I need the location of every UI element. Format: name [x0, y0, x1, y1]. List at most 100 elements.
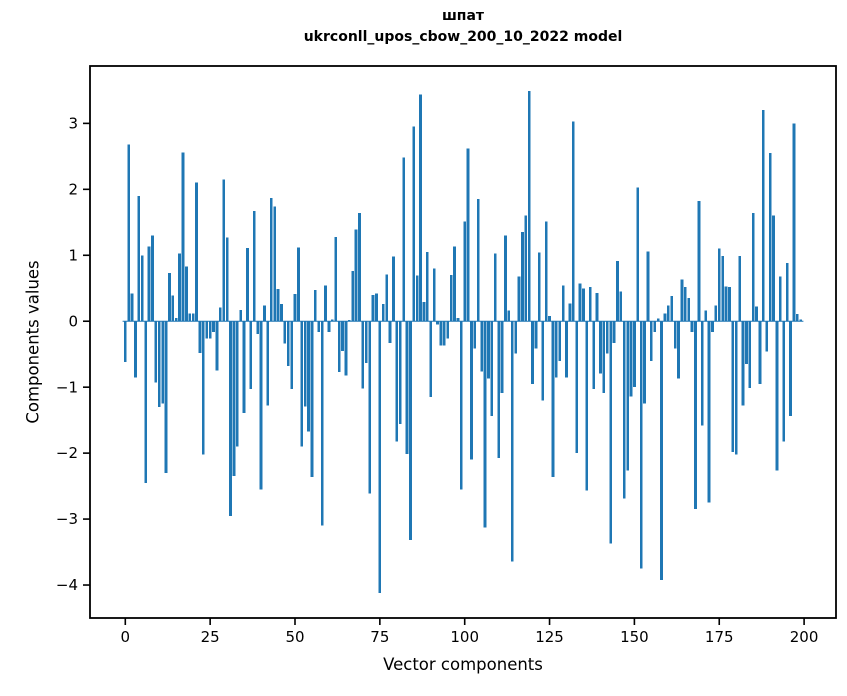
- bar: [548, 315, 551, 322]
- bar: [283, 321, 287, 344]
- bar: [592, 321, 596, 390]
- bar: [269, 197, 273, 322]
- bar: [276, 288, 280, 322]
- bar: [626, 321, 629, 471]
- bar: [314, 290, 317, 322]
- bar: [470, 321, 473, 460]
- bar: [700, 321, 704, 426]
- bar: [643, 321, 646, 404]
- bar: [212, 321, 215, 332]
- bar: [633, 321, 636, 388]
- bar: [174, 317, 178, 322]
- x-tick-label: 25: [201, 628, 220, 646]
- bar: [561, 285, 565, 322]
- bar: [585, 321, 589, 491]
- bar: [446, 321, 450, 339]
- bar: [487, 321, 490, 379]
- x-axis-label: Vector components: [383, 655, 543, 674]
- bar: [650, 321, 653, 361]
- bar: [157, 321, 161, 407]
- bar: [544, 221, 548, 322]
- x-tick-label: 150: [620, 628, 649, 646]
- bar: [609, 321, 612, 544]
- bar: [595, 292, 599, 322]
- bar: [554, 321, 558, 378]
- bar: [191, 313, 195, 322]
- bar: [364, 321, 368, 363]
- bar: [246, 248, 249, 322]
- x-tick-label: 175: [705, 628, 734, 646]
- bar: [639, 321, 643, 569]
- bar: [337, 321, 341, 373]
- bar: [728, 286, 731, 322]
- y-tick-label: −1: [56, 378, 78, 396]
- bar: [755, 306, 758, 322]
- bar: [751, 213, 755, 322]
- bar: [388, 321, 392, 343]
- bar: [327, 321, 331, 332]
- bar: [619, 291, 623, 322]
- bar: [385, 274, 388, 322]
- bar: [134, 321, 137, 378]
- bar: [541, 321, 545, 401]
- bar: [239, 310, 243, 322]
- bar: [697, 201, 701, 322]
- bar: [286, 321, 290, 367]
- bar: [646, 251, 650, 322]
- bar: [622, 321, 626, 499]
- bar: [378, 321, 382, 593]
- x-tick-label: 200: [790, 628, 819, 646]
- bar: [300, 321, 304, 447]
- bar: [144, 321, 148, 483]
- bar: [161, 321, 164, 404]
- bar: [565, 321, 568, 378]
- bar: [195, 182, 198, 322]
- y-tick-label: 3: [68, 114, 78, 132]
- bar: [792, 123, 796, 322]
- bar: [405, 321, 409, 454]
- bar: [436, 321, 439, 325]
- bar: [341, 321, 344, 351]
- bar: [422, 302, 426, 322]
- y-tick-label: 2: [68, 180, 78, 198]
- bar: [202, 321, 205, 455]
- bar: [259, 321, 263, 490]
- bar: [588, 286, 592, 322]
- bar: [140, 255, 144, 322]
- bar: [398, 321, 402, 425]
- x-tick-label: 75: [370, 628, 389, 646]
- bar: [412, 126, 416, 322]
- bar: [232, 321, 236, 477]
- bar: [171, 295, 175, 322]
- bar: [290, 321, 293, 390]
- bar: [439, 321, 443, 346]
- bar: [775, 321, 779, 471]
- bar: [527, 91, 531, 322]
- bar: [789, 321, 792, 417]
- bar: [293, 294, 297, 322]
- bar: [297, 247, 300, 322]
- x-tick-label: 125: [535, 628, 564, 646]
- bar: [490, 321, 494, 417]
- bar: [677, 321, 680, 379]
- bar: [714, 305, 718, 322]
- bar: [168, 273, 171, 322]
- bar: [504, 235, 507, 322]
- bar: [517, 276, 521, 322]
- bar: [242, 321, 246, 413]
- bar: [500, 321, 504, 394]
- bar: [575, 321, 579, 454]
- bar: [680, 279, 684, 322]
- bar: [476, 199, 480, 322]
- bar: [351, 271, 355, 322]
- bar: [687, 298, 691, 322]
- bar: [310, 321, 314, 477]
- y-axis-label: Components values: [23, 260, 43, 424]
- bar: [558, 321, 562, 361]
- bar: [653, 321, 657, 332]
- bar: [483, 321, 487, 528]
- bar: [235, 321, 239, 447]
- bar: [266, 321, 270, 406]
- bar: [303, 321, 307, 407]
